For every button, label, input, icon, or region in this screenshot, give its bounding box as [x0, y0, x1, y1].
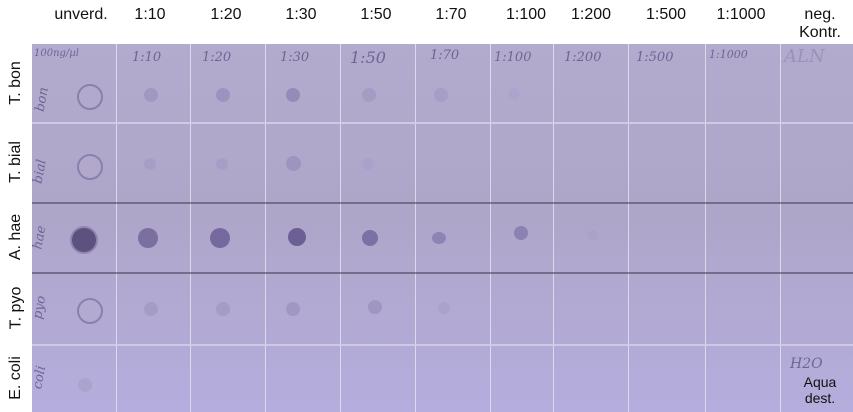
grid-line: [32, 122, 853, 124]
row-label-a-hae: A. hae: [7, 213, 25, 261]
blot-spot: [77, 298, 103, 324]
blot-spot: [144, 88, 158, 102]
handwritten-label: 1:20: [202, 50, 232, 65]
blot-spot: [368, 300, 382, 314]
handwritten-label: hae: [32, 224, 50, 251]
row-label-t-pyo: T. pyo: [7, 286, 24, 330]
grid-line: [628, 44, 629, 412]
handwritten-label: 1:30: [280, 50, 310, 65]
grid-line: [780, 44, 781, 412]
neg-control-label: Aqua dest.: [803, 374, 837, 406]
row-label-e-coli: E. coli: [7, 356, 25, 400]
blot-spot: [144, 158, 156, 170]
handwritten-label: coli: [32, 364, 50, 391]
handwritten-label: H2O: [790, 356, 823, 372]
blot-spot: [434, 88, 448, 102]
row-label-t-bon: T. bon: [7, 61, 24, 105]
column-header-1-500: 1:500: [645, 6, 687, 23]
handwritten-label: 1:70: [430, 48, 460, 63]
grid-line: [490, 44, 491, 412]
grid-line: [265, 44, 266, 412]
column-header-unverd: unverd.: [54, 6, 108, 23]
column-header-1-50: 1:50: [360, 6, 392, 23]
blot-spot: [210, 228, 230, 248]
blot-spot: [588, 230, 598, 240]
handwritten-label: bial: [32, 158, 50, 185]
handwritten-label: 1:10: [132, 50, 162, 65]
grid-line: [553, 44, 554, 412]
blot-spot: [514, 226, 528, 240]
blot-spot: [432, 232, 446, 244]
blot-spot: [508, 88, 520, 100]
blot-spot: [216, 302, 230, 316]
blot-spot: [216, 158, 228, 170]
handwritten-label: ALN: [784, 46, 825, 67]
handwritten-label: 1:100: [494, 50, 532, 65]
blot-spot: [216, 88, 230, 102]
handwritten-label: 100ng/µl: [34, 48, 79, 59]
grid-line: [340, 44, 341, 412]
blot-spot: [362, 88, 376, 102]
blot-spot: [286, 88, 300, 102]
column-header-neg-kontr: neg. Kontr.: [799, 6, 841, 41]
blot-spot: [288, 228, 306, 246]
blot-spot: [72, 228, 96, 252]
column-header-1-30: 1:30: [285, 6, 317, 23]
blot-spot: [286, 156, 301, 171]
column-header-1-1000: 1:1000: [716, 6, 766, 23]
blot-spot: [78, 378, 92, 392]
grid-line: [415, 44, 416, 412]
grid-line: [32, 344, 853, 346]
blot-spot: [144, 302, 158, 316]
blot-spot: [286, 302, 300, 316]
grid-line: [32, 272, 853, 274]
column-header-1-70: 1:70: [435, 6, 467, 23]
row-label-t-bial: T. bial: [7, 141, 25, 183]
blot-spot: [362, 158, 374, 170]
handwritten-label: pyo: [32, 294, 50, 321]
grid-line: [116, 44, 117, 412]
column-header-1-10: 1:10: [134, 6, 166, 23]
dot-blot-membrane: 100ng/µl 1:10 1:20 1:30 1:50 1:70 1:100 …: [32, 44, 853, 412]
grid-line: [705, 44, 706, 412]
handwritten-label: 1:500: [636, 50, 674, 65]
blot-spot: [138, 228, 158, 248]
handwritten-label: 1:1000: [709, 48, 748, 61]
blot-spot: [77, 154, 103, 180]
grid-line: [190, 44, 191, 412]
column-header-1-100: 1:100: [505, 6, 547, 23]
blot-spot: [362, 230, 378, 246]
blot-spot: [77, 84, 103, 110]
blot-spot: [438, 302, 450, 314]
handwritten-label: bon: [32, 86, 52, 113]
handwritten-label: 1:200: [564, 50, 602, 65]
grid-line: [32, 202, 853, 204]
column-header-1-20: 1:20: [210, 6, 242, 23]
column-header-1-200: 1:200: [570, 6, 612, 23]
handwritten-label: 1:50: [350, 48, 386, 67]
